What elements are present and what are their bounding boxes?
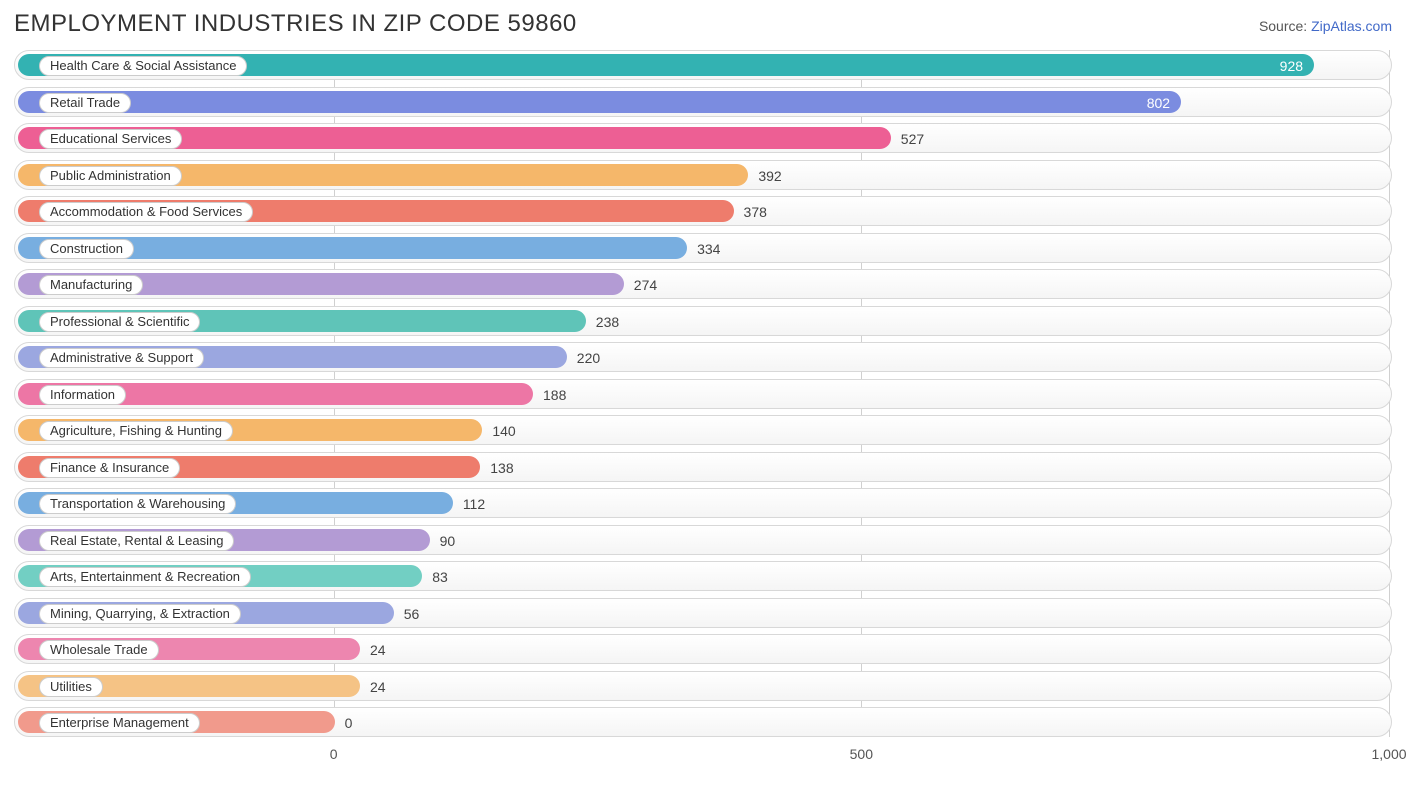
source-link[interactable]: ZipAtlas.com (1311, 18, 1392, 34)
bar-row: Enterprise Management 0 (14, 707, 1392, 737)
bar-value: 220 (577, 343, 600, 373)
category-label: Educational Services (39, 129, 182, 149)
bar-rows: Health Care & Social Assistance 928 Retail… (14, 50, 1392, 737)
category-label: Accommodation & Food Services (39, 202, 253, 222)
category-label: Transportation & Warehousing (39, 494, 236, 514)
chart-container: EMPLOYMENT INDUSTRIES IN ZIP CODE 59860 … (0, 0, 1406, 792)
bar-value: 83 (432, 562, 448, 592)
bar-value: 24 (370, 635, 386, 665)
bar-value: 90 (440, 526, 456, 556)
source-label: Source: (1259, 18, 1311, 34)
x-axis: 05001,000 (14, 744, 1392, 764)
category-label: Administrative & Support (39, 348, 204, 368)
bar-row: Real Estate, Rental & Leasing 90 (14, 525, 1392, 555)
bar-row: Health Care & Social Assistance 928 (14, 50, 1392, 80)
bar-fill (18, 91, 1181, 113)
category-label: Construction (39, 239, 134, 259)
bar-row: Mining, Quarrying, & Extraction 56 (14, 598, 1392, 628)
bar-row: Wholesale Trade 24 (14, 634, 1392, 664)
bar-row: Construction 334 (14, 233, 1392, 263)
category-label: Information (39, 385, 126, 405)
chart-plot-area: Health Care & Social Assistance 928 Retail… (14, 50, 1392, 764)
axis-tick-label: 0 (330, 746, 338, 762)
bar-value: 24 (370, 672, 386, 702)
bar-value: 238 (596, 307, 619, 337)
category-label: Finance & Insurance (39, 458, 180, 478)
bar-row: Arts, Entertainment & Recreation 83 (14, 561, 1392, 591)
bar-value: 56 (404, 599, 420, 629)
bar-row: Transportation & Warehousing 112 (14, 488, 1392, 518)
category-label: Arts, Entertainment & Recreation (39, 567, 251, 587)
chart-header: EMPLOYMENT INDUSTRIES IN ZIP CODE 59860 … (14, 10, 1392, 38)
bar-row: Agriculture, Fishing & Hunting 140 (14, 415, 1392, 445)
bar-row: Retail Trade 802 (14, 87, 1392, 117)
category-label: Enterprise Management (39, 713, 200, 733)
bar-value: 928 (1280, 51, 1303, 81)
bar-row: Professional & Scientific 238 (14, 306, 1392, 336)
category-label: Agriculture, Fishing & Hunting (39, 421, 233, 441)
bar-value: 138 (490, 453, 513, 483)
bar-row: Manufacturing 274 (14, 269, 1392, 299)
bar-row: Utilities 24 (14, 671, 1392, 701)
category-label: Manufacturing (39, 275, 143, 295)
category-label: Utilities (39, 677, 103, 697)
source-attribution: Source: ZipAtlas.com (1259, 18, 1392, 34)
category-label: Wholesale Trade (39, 640, 159, 660)
category-label: Health Care & Social Assistance (39, 56, 247, 76)
bar-value: 112 (463, 489, 485, 519)
bar-value: 378 (744, 197, 767, 227)
bar-row: Information 188 (14, 379, 1392, 409)
bar-value: 527 (901, 124, 924, 154)
bar-row: Educational Services 527 (14, 123, 1392, 153)
category-label: Retail Trade (39, 93, 131, 113)
category-label: Professional & Scientific (39, 312, 200, 332)
chart-title: EMPLOYMENT INDUSTRIES IN ZIP CODE 59860 (14, 10, 577, 38)
bar-value: 140 (492, 416, 515, 446)
bar-value: 0 (345, 708, 353, 738)
bar-value: 802 (1147, 88, 1170, 118)
category-label: Public Administration (39, 166, 182, 186)
bar-row: Public Administration 392 (14, 160, 1392, 190)
bar-value: 392 (758, 161, 781, 191)
axis-tick-label: 1,000 (1371, 746, 1406, 762)
category-label: Real Estate, Rental & Leasing (39, 531, 234, 551)
bar-row: Accommodation & Food Services 378 (14, 196, 1392, 226)
bar-value: 334 (697, 234, 720, 264)
axis-tick-label: 500 (850, 746, 873, 762)
bar-row: Administrative & Support 220 (14, 342, 1392, 372)
bar-value: 188 (543, 380, 566, 410)
bar-row: Finance & Insurance 138 (14, 452, 1392, 482)
bar-value: 274 (634, 270, 657, 300)
category-label: Mining, Quarrying, & Extraction (39, 604, 241, 624)
